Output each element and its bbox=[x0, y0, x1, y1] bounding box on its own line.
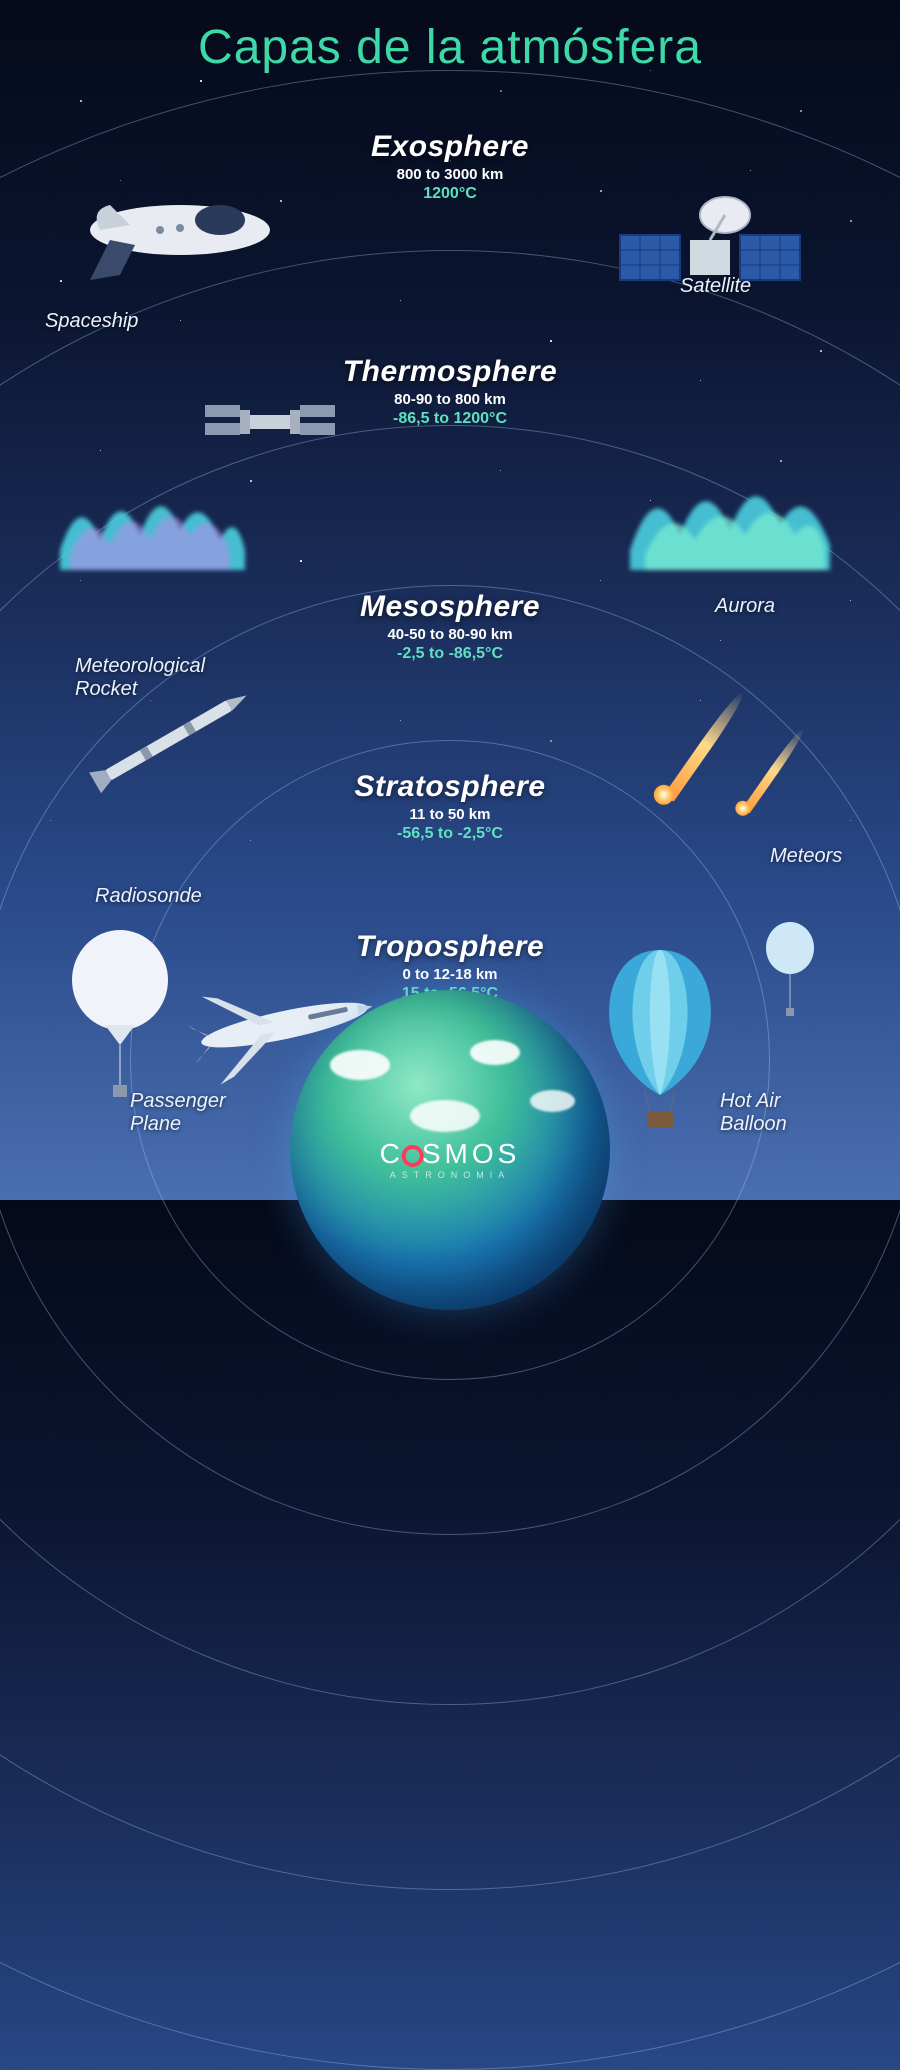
aurora-icon bbox=[620, 460, 840, 585]
layer-temp: 1200°C bbox=[371, 185, 529, 203]
layer-temp: -56,5 to -2,5°C bbox=[354, 825, 545, 843]
label-aurora: Aurora bbox=[715, 595, 775, 618]
brand-logo: CSMOS ASTRONOMIA bbox=[380, 1138, 521, 1180]
spaceship-icon bbox=[80, 180, 280, 295]
label-met-rocket: Meteorological Rocket bbox=[75, 655, 205, 701]
label-satellite: Satellite bbox=[680, 275, 751, 298]
layer-temp: -2,5 to -86,5°C bbox=[360, 645, 540, 663]
layer-thermosphere: Thermosphere 80-90 to 800 km -86,5 to 1200… bbox=[343, 355, 557, 428]
layer-range: 40-50 to 80-90 km bbox=[360, 626, 540, 643]
page-title: Capas de la atmósfera bbox=[0, 20, 900, 75]
label-plane: Passenger Plane bbox=[130, 1090, 226, 1136]
label-balloon: Hot Air Balloon bbox=[720, 1090, 787, 1136]
layer-range: 0 to 12-18 km bbox=[356, 966, 544, 983]
layer-range: 11 to 50 km bbox=[354, 806, 545, 823]
layer-name: Stratosphere bbox=[354, 770, 545, 804]
layer-mesosphere: Mesosphere 40-50 to 80-90 km -2,5 to -86,5… bbox=[360, 590, 540, 663]
layer-name: Mesosphere bbox=[360, 590, 540, 624]
hot-air-balloon-icon bbox=[595, 940, 725, 1135]
layer-range: 80-90 to 800 km bbox=[343, 391, 557, 408]
layer-range: 800 to 3000 km bbox=[371, 166, 529, 183]
label-radiosonde: Radiosonde bbox=[95, 885, 202, 908]
satellite-icon bbox=[610, 185, 810, 320]
radiosonde-icon bbox=[65, 930, 175, 1105]
layer-name: Exosphere bbox=[371, 130, 529, 164]
layer-name: Troposphere bbox=[356, 930, 544, 964]
layer-exosphere: Exosphere 800 to 3000 km 1200°C bbox=[371, 130, 529, 203]
aurora-icon bbox=[50, 470, 250, 585]
layer-temp: -86,5 to 1200°C bbox=[343, 410, 557, 428]
label-meteors: Meteors bbox=[770, 845, 842, 868]
layer-name: Thermosphere bbox=[343, 355, 557, 389]
label-spaceship: Spaceship bbox=[45, 310, 138, 333]
layer-stratosphere: Stratosphere 11 to 50 km -56,5 to -2,5°C bbox=[354, 770, 545, 843]
small-balloon-icon bbox=[760, 920, 820, 1025]
space-station-icon bbox=[200, 390, 340, 455]
